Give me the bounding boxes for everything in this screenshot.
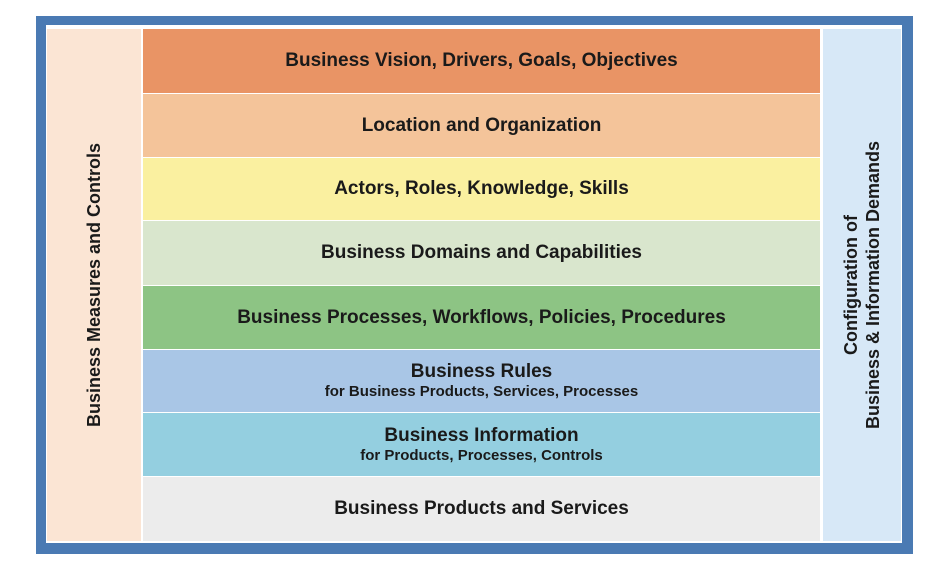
- right-panel-label: Configuration of Business & Information …: [840, 141, 884, 429]
- layer-products: Business Products and Services: [143, 477, 820, 541]
- layer-vision: Business Vision, Drivers, Goals, Objecti…: [143, 29, 820, 94]
- right-panel-label-line2: Business & Information Demands: [863, 140, 883, 430]
- layer-title: Business Processes, Workflows, Policies,…: [237, 306, 726, 328]
- layer-location: Location and Organization: [143, 94, 820, 158]
- layer-subtitle: for Products, Processes, Controls: [360, 446, 603, 464]
- layer-domains: Business Domains and Capabilities: [143, 221, 820, 286]
- diagram-inner: Business Measures and Controls Business …: [46, 25, 902, 543]
- left-panel: Business Measures and Controls: [47, 29, 141, 541]
- layer-title: Location and Organization: [361, 114, 602, 136]
- diagram-frame: Business Measures and Controls Business …: [36, 16, 913, 554]
- layer-title: Actors, Roles, Knowledge, Skills: [334, 178, 629, 199]
- right-panel-label-line1: Configuration of: [841, 215, 861, 355]
- right-panel: Configuration of Business & Information …: [823, 29, 901, 541]
- layer-title: Business Domains and Capabilities: [321, 242, 642, 263]
- layer-information: Business Information for Products, Proce…: [143, 413, 820, 477]
- left-panel-label-text: Business Measures and Controls: [84, 142, 104, 428]
- layer-stack: Business Vision, Drivers, Goals, Objecti…: [143, 29, 820, 541]
- left-panel-label: Business Measures and Controls: [83, 143, 105, 427]
- layer-actors: Actors, Roles, Knowledge, Skills: [143, 158, 820, 221]
- layer-title: Business Vision, Drivers, Goals, Objecti…: [285, 50, 678, 71]
- layer-title: Business Rules: [410, 361, 553, 382]
- layer-subtitle: for Business Products, Services, Process…: [324, 383, 639, 400]
- layer-title: Business Products and Services: [334, 498, 629, 519]
- layer-rules: Business Rules for Business Products, Se…: [143, 350, 820, 413]
- layer-processes: Business Processes, Workflows, Policies,…: [143, 286, 820, 350]
- layer-title: Business Information: [384, 424, 579, 446]
